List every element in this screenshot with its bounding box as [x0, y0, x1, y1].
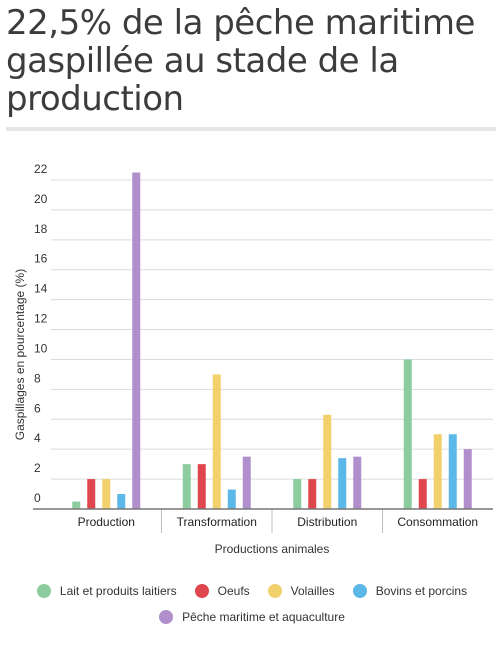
legend-item: Volailles [267, 584, 335, 598]
legend-swatch [159, 610, 174, 624]
bar [227, 489, 236, 509]
legend-swatch [352, 584, 367, 598]
bar [102, 479, 111, 509]
legend-label: Lait et produits laitiers [59, 584, 177, 598]
legend-row: Lait et produits laitiers Oeufs Volailles B… [0, 584, 504, 598]
y-tick-label: 8 [34, 371, 41, 385]
legend-item: Oeufs [194, 584, 250, 598]
bar [182, 464, 191, 509]
bar [212, 374, 221, 509]
y-tick-label: 6 [34, 401, 41, 415]
legend-swatch [267, 584, 282, 598]
title-divider [6, 127, 496, 131]
legend-label: Bovins et porcins [375, 584, 468, 598]
x-tick-label: Distribution [297, 515, 357, 529]
legend-item: Pêche maritime et aquaculture [159, 610, 345, 624]
y-tick-label: 22 [34, 162, 48, 176]
bar [463, 449, 472, 509]
y-tick-label: 0 [34, 491, 41, 505]
x-tick-label: Consommation [397, 515, 478, 529]
y-axis-label: Gaspillages en pourcentage (%) [13, 269, 27, 440]
bar [117, 494, 126, 509]
legend-label: Volailles [290, 584, 335, 598]
legend: Lait et produits laitiers Oeufs Volailles B… [0, 584, 504, 636]
y-tick-label: 14 [34, 282, 48, 296]
bar [353, 456, 362, 509]
chart-title: 22,5% de la pêche maritime gaspillée au … [6, 3, 475, 119]
y-tick-label: 4 [34, 431, 41, 445]
bar [418, 479, 427, 509]
legend-label: Oeufs [217, 584, 250, 598]
legend-item: Lait et produits laitiers [36, 584, 177, 598]
bar-chart: 0 2 4 6 8 10 12 14 16 18 20 22 Gaspillages en pource… [13, 162, 493, 556]
bar [323, 414, 332, 509]
bar [242, 456, 251, 509]
y-tick-label: 10 [34, 341, 48, 355]
bar [433, 434, 442, 509]
x-tick-label: Transformation [177, 515, 257, 529]
bar [132, 172, 141, 509]
y-tick-label: 20 [34, 192, 48, 206]
bar [448, 434, 457, 509]
y-tick-label: 12 [34, 312, 48, 326]
legend-item: Bovins et porcins [352, 584, 468, 598]
bar [338, 458, 347, 509]
x-tick-label: Production [78, 515, 135, 529]
bar [308, 479, 317, 509]
legend-swatch [36, 584, 51, 598]
bar [403, 359, 412, 509]
bar [87, 479, 96, 509]
legend-row: Pêche maritime et aquaculture [0, 610, 504, 624]
y-tick-label: 18 [34, 222, 48, 236]
bar [197, 464, 206, 509]
y-tick-label: 16 [34, 252, 48, 266]
y-tick-label: 2 [34, 461, 41, 475]
legend-label: Pêche maritime et aquaculture [182, 610, 345, 624]
x-axis-label: Productions animales [215, 542, 330, 556]
legend-swatch [194, 584, 209, 598]
bar [72, 501, 81, 509]
bar [293, 479, 302, 509]
